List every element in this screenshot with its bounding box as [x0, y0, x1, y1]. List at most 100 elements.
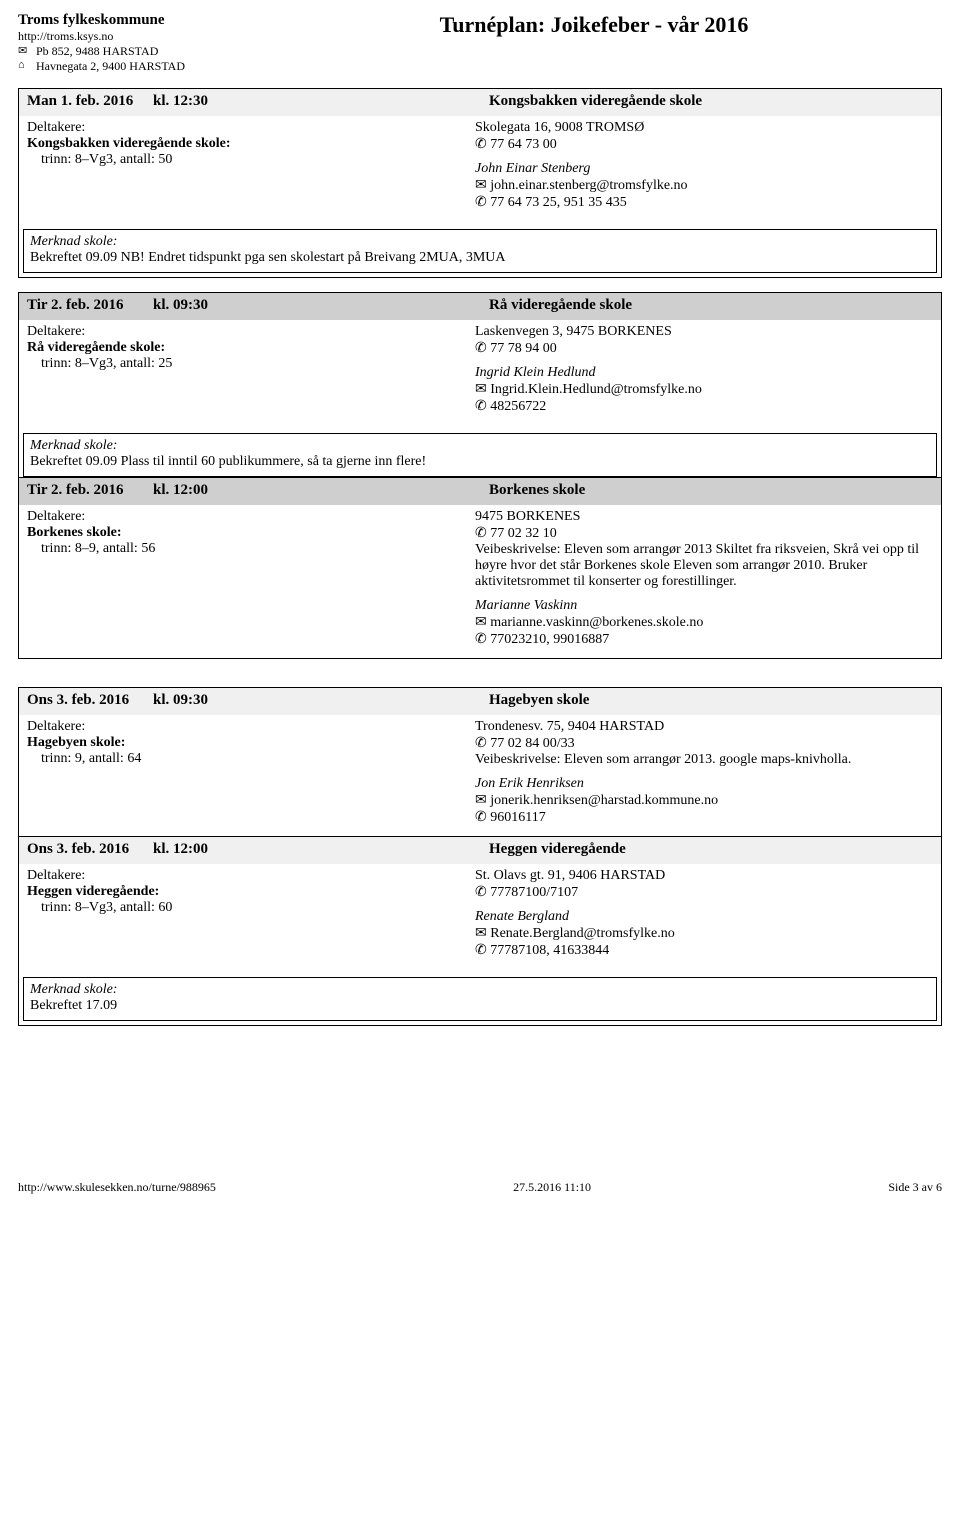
- title-block: Turnéplan: Joikefeber - vår 2016: [246, 12, 942, 74]
- footer-url: http://www.skulesekken.no/turne/988965: [18, 1180, 216, 1195]
- veib-text: Eleven som arrangør 2013. google maps-kn…: [564, 752, 851, 767]
- participants-label: Deltakere:: [27, 120, 467, 136]
- venue-col: Skolegata 16, 9008 TROMSØ 77 64 73 00 Jo…: [475, 120, 933, 211]
- venue-col: St. Olavs gt. 91, 9406 HARSTAD 77787100/…: [475, 868, 933, 959]
- venue-address: Trondenesv. 75, 9404 HARSTAD: [475, 719, 933, 735]
- participants-trinn: trinn: 8–Vg3, antall: 50: [27, 152, 467, 168]
- venue-col: Trondenesv. 75, 9404 HARSTAD 77 02 84 00…: [475, 719, 933, 826]
- event-block: Tir 2. feb. 2016 kl. 09:30 Rå videregåen…: [18, 292, 942, 659]
- event-venue: Rå videregående skole: [249, 297, 933, 314]
- footer-timestamp: 27.5.2016 11:10: [513, 1180, 591, 1195]
- participants-label: Deltakere:: [27, 509, 467, 525]
- venue-phone: 77 64 73 00: [475, 136, 933, 153]
- note-box: Merknad skole: Bekreftet 09.09 Plass til…: [23, 433, 937, 477]
- venue-phone: 77 02 32 10: [475, 525, 933, 542]
- note-label: Merknad skole:: [30, 234, 930, 250]
- org-postal: ✉ Pb 852, 9488 HARSTAD: [18, 44, 238, 59]
- note-box: Merknad skole: Bekreftet 17.09: [23, 977, 937, 1021]
- page-title: Turnéplan: Joikefeber - vår 2016: [246, 12, 942, 38]
- event-header: Tir 2. feb. 2016 kl. 09:30 Rå videregåen…: [19, 293, 941, 320]
- participants-trinn: trinn: 8–9, antall: 56: [27, 541, 467, 557]
- page-footer: http://www.skulesekken.no/turne/988965 2…: [18, 1176, 942, 1195]
- participants-trinn: trinn: 8–Vg3, antall: 60: [27, 900, 467, 916]
- participants-col: Deltakere: Borkenes skole: trinn: 8–9, a…: [27, 509, 467, 648]
- contact-email: marianne.vaskinn@borkenes.skole.no: [475, 614, 933, 631]
- veib-prefix: Veibeskrivelse:: [475, 752, 564, 767]
- venue-address: Skolegata 16, 9008 TROMSØ: [475, 120, 933, 136]
- participants-col: Deltakere: Rå videregående skole: trinn:…: [27, 324, 467, 415]
- event-body: Deltakere: Hagebyen skole: trinn: 9, ant…: [19, 715, 941, 836]
- org-url: http://troms.ksys.no: [18, 29, 238, 44]
- contact-email: john.einar.stenberg@tromsfylke.no: [475, 177, 933, 194]
- contact-phone: 48256722: [475, 398, 933, 415]
- org-block: Troms fylkeskommune http://troms.ksys.no…: [18, 12, 238, 74]
- participants-school: Kongsbakken videregående skole:: [27, 136, 467, 152]
- mail-icon: ✉: [18, 44, 32, 57]
- contact-name: Renate Bergland: [475, 909, 933, 925]
- contact-phone: 77023210, 99016887: [475, 631, 933, 648]
- event-body: Deltakere: Borkenes skole: trinn: 8–9, a…: [19, 505, 941, 658]
- event-body: Deltakere: Heggen videregående: trinn: 8…: [19, 864, 941, 969]
- participants-col: Deltakere: Heggen videregående: trinn: 8…: [27, 868, 467, 959]
- event-time: kl. 12:00: [153, 841, 243, 858]
- participants-school: Borkenes skole:: [27, 525, 467, 541]
- contact-name: Ingrid Klein Hedlund: [475, 365, 933, 381]
- event-body: Deltakere: Kongsbakken videregående skol…: [19, 116, 941, 221]
- veib-prefix: Veibeskrivelse:: [475, 542, 564, 557]
- home-icon: ⌂: [18, 59, 32, 71]
- contact-phone: 77 64 73 25, 951 35 435: [475, 194, 933, 211]
- venue-phone: 77 78 94 00: [475, 340, 933, 357]
- venue-veib: Veibeskrivelse: Eleven som arrangør 2013…: [475, 752, 933, 768]
- participants-school: Hagebyen skole:: [27, 735, 467, 751]
- venue-address: Laskenvegen 3, 9475 BORKENES: [475, 324, 933, 340]
- footer-page: Side 3 av 6: [888, 1180, 942, 1195]
- participants-label: Deltakere:: [27, 868, 467, 884]
- venue-col: 9475 BORKENES 77 02 32 10 Veibeskrivelse…: [475, 509, 933, 648]
- org-street: ⌂ Havnegata 2, 9400 HARSTAD: [18, 59, 238, 74]
- contact-name: Marianne Vaskinn: [475, 598, 933, 614]
- event-header: Man 1. feb. 2016 kl. 12:30 Kongsbakken v…: [19, 89, 941, 116]
- event-date: Ons 3. feb. 2016: [27, 841, 147, 858]
- contact-email: jonerik.henriksen@harstad.kommune.no: [475, 792, 933, 809]
- event-venue: Kongsbakken videregående skole: [249, 93, 933, 110]
- event-date: Ons 3. feb. 2016: [27, 692, 147, 709]
- note-text: Bekreftet 09.09 Plass til inntil 60 publ…: [30, 454, 930, 470]
- event-body: Deltakere: Rå videregående skole: trinn:…: [19, 320, 941, 425]
- note-text: Bekreftet 09.09 NB! Endret tidspunkt pga…: [30, 250, 930, 266]
- venue-address: St. Olavs gt. 91, 9406 HARSTAD: [475, 868, 933, 884]
- event-block: Ons 3. feb. 2016 kl. 09:30 Hagebyen skol…: [18, 687, 942, 1026]
- participants-col: Deltakere: Hagebyen skole: trinn: 9, ant…: [27, 719, 467, 826]
- event-date: Tir 2. feb. 2016: [27, 297, 147, 314]
- org-street-text: Havnegata 2, 9400 HARSTAD: [36, 59, 185, 74]
- participants-label: Deltakere:: [27, 719, 467, 735]
- note-box: Merknad skole: Bekreftet 09.09 NB! Endre…: [23, 229, 937, 273]
- event-time: kl. 09:30: [153, 692, 243, 709]
- event-time: kl. 12:00: [153, 482, 243, 499]
- org-postal-text: Pb 852, 9488 HARSTAD: [36, 44, 158, 59]
- note-label: Merknad skole:: [30, 982, 930, 998]
- contact-phone: 96016117: [475, 809, 933, 826]
- event-date: Man 1. feb. 2016: [27, 93, 147, 110]
- venue-address: 9475 BORKENES: [475, 509, 933, 525]
- event-venue: Borkenes skole: [249, 482, 933, 499]
- venue-veib: Veibeskrivelse: Eleven som arrangør 2013…: [475, 542, 933, 590]
- note-text: Bekreftet 17.09: [30, 998, 930, 1014]
- event-header: Tir 2. feb. 2016 kl. 12:00 Borkenes skol…: [19, 477, 941, 505]
- note-label: Merknad skole:: [30, 438, 930, 454]
- contact-email: Renate.Bergland@tromsfylke.no: [475, 925, 933, 942]
- venue-col: Laskenvegen 3, 9475 BORKENES 77 78 94 00…: [475, 324, 933, 415]
- event-header: Ons 3. feb. 2016 kl. 09:30 Hagebyen skol…: [19, 688, 941, 715]
- event-venue: Heggen videregående: [249, 841, 933, 858]
- page-header: Troms fylkeskommune http://troms.ksys.no…: [18, 12, 942, 74]
- venue-phone: 77 02 84 00/33: [475, 735, 933, 752]
- participants-school: Heggen videregående:: [27, 884, 467, 900]
- event-time: kl. 09:30: [153, 297, 243, 314]
- contact-name: Jon Erik Henriksen: [475, 776, 933, 792]
- event-date: Tir 2. feb. 2016: [27, 482, 147, 499]
- contact-name: John Einar Stenberg: [475, 161, 933, 177]
- org-name: Troms fylkeskommune: [18, 12, 238, 29]
- participants-label: Deltakere:: [27, 324, 467, 340]
- event-block: Man 1. feb. 2016 kl. 12:30 Kongsbakken v…: [18, 88, 942, 278]
- event-venue: Hagebyen skole: [249, 692, 933, 709]
- event-time: kl. 12:30: [153, 93, 243, 110]
